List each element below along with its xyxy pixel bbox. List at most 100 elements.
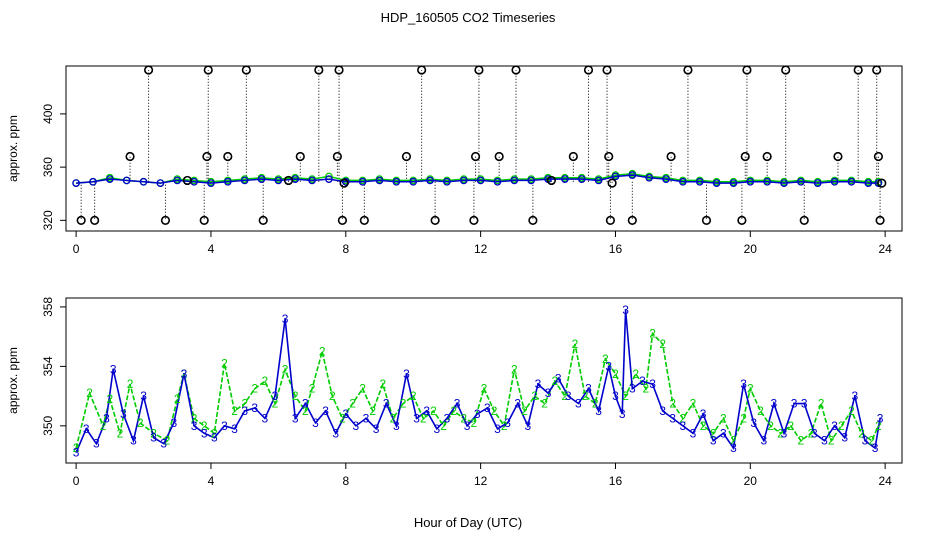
top-x-tick-label: 20 (744, 242, 758, 256)
top-y-tick-label: 320 (41, 210, 55, 230)
bottom-series-marker: 2 (262, 374, 269, 388)
bottom-series-marker: 3 (649, 377, 656, 391)
spike-point (605, 215, 616, 225)
bottom-series-marker: 2 (221, 356, 228, 370)
bottom-series-marker: 3 (585, 382, 592, 396)
spike-point (258, 215, 268, 225)
bottom-series-marker: 3 (383, 397, 390, 411)
bottom-series-marker: 3 (262, 411, 269, 425)
bottom-series-marker: 3 (680, 419, 687, 433)
bottom-series-marker: 2 (100, 419, 107, 433)
bottom-series-marker: 2 (787, 419, 794, 433)
bottom-y-tick-label: 358 (41, 297, 55, 317)
spike-point (199, 215, 209, 225)
bottom-series-marker: 3 (565, 389, 572, 403)
bottom-series-marker: 2 (767, 419, 774, 433)
spike-point (90, 215, 100, 225)
bottom-x-tick-label: 16 (609, 474, 623, 488)
top-series-point (594, 176, 603, 185)
bottom-series-marker: 2 (460, 411, 467, 425)
bottom-series-marker: 3 (150, 431, 157, 445)
spike-point (666, 151, 676, 162)
top-series-point (375, 176, 384, 185)
bottom-series-marker: 3 (160, 437, 167, 451)
bottom-series-marker: 2 (302, 404, 309, 418)
bottom-series-marker: 2 (541, 397, 548, 411)
spike-point (511, 65, 521, 75)
top-y-axis-label: approx. ppm (6, 115, 20, 182)
bottom-series-marker: 3 (629, 382, 636, 396)
bottom-series-marker: 2 (137, 416, 144, 430)
top-series-point (813, 179, 822, 187)
bottom-series-marker: 2 (562, 389, 569, 403)
bottom-series-marker: 2 (798, 434, 805, 448)
spike-point (873, 151, 884, 162)
bottom-series-marker: 3 (322, 404, 329, 418)
bottom-x-tick-label: 0 (73, 474, 80, 488)
top-y-tick-label: 400 (41, 104, 55, 124)
bottom-series-marker: 3 (413, 411, 420, 425)
spike-point (528, 215, 538, 225)
bottom-series-marker: 3 (73, 446, 80, 460)
bottom-series-marker: 3 (181, 367, 188, 381)
top-series-point (443, 177, 451, 186)
spike-point (470, 151, 481, 162)
bottom-x-tick-label: 20 (744, 474, 758, 488)
top-y-tick-label: 360 (41, 157, 55, 177)
bottom-series-marker: 2 (649, 327, 656, 341)
bottom-series-marker: 3 (353, 419, 360, 433)
bottom-series-marker: 3 (862, 434, 869, 448)
bottom-series-marker: 2 (201, 419, 208, 433)
top-series-point (864, 179, 873, 187)
bottom-series-marker: 3 (201, 426, 208, 440)
bottom-series-marker: 2 (231, 404, 238, 418)
bottom-series-marker: 3 (595, 404, 602, 418)
bottom-series-marker: 2 (410, 389, 417, 403)
bottom-series-marker: 2 (349, 397, 356, 411)
bottom-series-marker: 3 (474, 407, 481, 421)
bottom-series-marker: 3 (555, 371, 562, 385)
spike-point (781, 65, 791, 75)
spike-point (683, 65, 693, 75)
top-panel: 0 4 8 12 16 20 24 320 360 400 approx. ppm (6, 65, 903, 256)
bottom-series-marker: 2 (531, 389, 538, 403)
bottom-series-marker: 3 (464, 419, 471, 433)
spike-point (607, 178, 617, 188)
spike-point (833, 151, 843, 162)
top-series-point (830, 177, 839, 186)
spike-point (762, 151, 772, 162)
bottom-series-marker: 3 (781, 426, 788, 440)
bottom-series-marker: 2 (164, 434, 171, 448)
bottom-series-marker: 2 (491, 404, 498, 418)
bottom-series-marker: 2 (359, 382, 366, 396)
spike-point (742, 65, 752, 75)
bottom-series-marker: 2 (622, 389, 629, 403)
bottom-series-marker: 3 (740, 377, 747, 391)
bottom-series-marker: 3 (504, 416, 511, 430)
top-series-point (274, 176, 283, 185)
bottom-series-marker: 2 (73, 441, 80, 455)
bottom-series-marker: 2 (720, 411, 727, 425)
top-series-point (577, 175, 586, 183)
spike-point (604, 151, 614, 162)
bottom-series-marker: 2 (481, 382, 488, 396)
bottom-series-marker: 2 (471, 416, 478, 430)
bottom-series-marker: 2 (838, 419, 845, 433)
bottom-series-marker: 2 (858, 426, 865, 440)
bottom-series-marker: 3 (423, 404, 430, 418)
top-series-point (223, 177, 232, 186)
bottom-series-marker: 2 (86, 386, 93, 400)
bottom-series-marker: 3 (282, 312, 289, 326)
top-x-tick-label: 16 (609, 242, 623, 256)
top-series-point (173, 176, 182, 185)
bottom-series-marker: 2 (818, 397, 825, 411)
top-series-point (847, 177, 856, 186)
spike-point (143, 65, 154, 75)
top-series-point (392, 177, 401, 186)
bottom-series-marker: 3 (791, 397, 798, 411)
top-series-point (527, 176, 536, 185)
top-series-point (240, 176, 249, 185)
top-series-point (645, 173, 654, 182)
chart-title: HDP_160505 CO2 Timeseries (381, 10, 556, 25)
bottom-series-marker: 3 (730, 441, 737, 455)
